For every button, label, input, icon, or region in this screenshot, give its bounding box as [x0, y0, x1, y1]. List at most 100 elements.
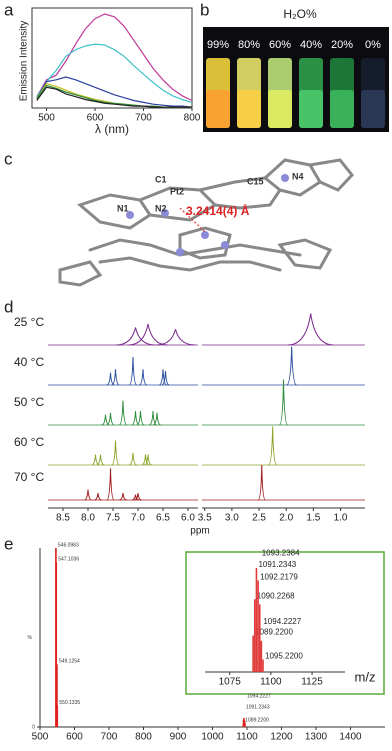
y-tick-label: 0 [32, 724, 35, 730]
peak-label: 546.0983 [58, 542, 79, 548]
atom-label: C1 [155, 174, 167, 184]
x-tick-label: 1400 [339, 732, 362, 743]
peak-label: 1092.2179 [260, 573, 298, 582]
vial-glow [299, 90, 323, 128]
atom-label: C15 [247, 176, 264, 186]
photo-label: 20% [331, 39, 353, 51]
x-tick-label: 3.5 [198, 513, 212, 524]
x-tick-label: 1100 [260, 677, 282, 688]
x-tick-label: 900 [170, 732, 187, 743]
peak [128, 323, 168, 346]
peak [111, 369, 120, 386]
photo-background [203, 27, 389, 132]
x-tick-label: 1300 [305, 732, 328, 743]
trace-label: 60 °C [14, 435, 44, 449]
atom-label: N4 [292, 171, 304, 181]
peak-label: 549.1254 [59, 659, 80, 665]
peak [106, 468, 115, 501]
trace-label: 25 °C [14, 315, 44, 329]
x-tick-label: 600 [87, 113, 104, 124]
peak [111, 440, 120, 466]
x-tick-label: 1125 [301, 677, 323, 688]
series-line [36, 43, 193, 103]
series-line [36, 86, 192, 108]
peak-label: 1095.2200 [265, 652, 303, 661]
peak [134, 492, 142, 501]
x-axis-label: ppm [190, 526, 209, 537]
x-tick-label: 500 [32, 732, 49, 743]
x-tick-label: 8.0 [81, 513, 95, 524]
x-axis-label: m/z [355, 669, 376, 684]
series-line [36, 76, 193, 108]
photo-title: H₂O% [283, 7, 317, 21]
atom-label: Pt2 [170, 186, 184, 196]
trace-label: 50 °C [14, 395, 44, 409]
trace-label: 70 °C [14, 470, 44, 484]
x-tick-label: 1075 [219, 677, 242, 688]
x-tick-label: 600 [66, 732, 83, 743]
x-tick-label: 700 [135, 113, 152, 124]
atom-label: N1 [117, 203, 129, 213]
peak [128, 356, 138, 386]
x-tick-label: 6.5 [156, 513, 170, 524]
vials [206, 58, 385, 128]
peak [96, 454, 105, 466]
y-axis-label: Emission Intensity [19, 21, 30, 102]
panel-label: b [200, 0, 209, 19]
photo-label: 40% [300, 39, 322, 51]
peak [136, 410, 145, 426]
peak [106, 412, 115, 426]
peak [286, 346, 297, 386]
peak-label: 1093.2384 [262, 549, 300, 558]
vial-glow [330, 90, 354, 128]
peak [139, 369, 147, 386]
peak [131, 494, 140, 501]
peak [91, 454, 100, 466]
x-tick-label: 1200 [270, 732, 293, 743]
peak-label: 1089.2200 [255, 628, 293, 637]
photo-label: 0% [365, 39, 381, 51]
peak-label: 1089.2200 [245, 718, 269, 724]
x-axis-label: λ (nm) [95, 122, 129, 136]
x-tick-label: 8.5 [56, 513, 70, 524]
panel-label: a [4, 0, 14, 19]
vial-glow [237, 90, 261, 128]
peak [155, 329, 196, 346]
peak [257, 464, 266, 501]
peak-label: 1094.2227 [263, 617, 301, 626]
x-tick-label: 800 [135, 732, 152, 743]
peak [268, 426, 278, 466]
distance-label: 3.2414(4) Å [186, 203, 250, 218]
vial-glow [268, 90, 292, 128]
peak [287, 313, 334, 346]
peak [153, 412, 161, 426]
peak [115, 327, 156, 346]
peak-label: 550.1335 [59, 700, 80, 706]
x-tick-label: 6.0 [181, 513, 195, 524]
plot-frame [31, 7, 193, 109]
peak-label: 547.1036 [58, 557, 79, 563]
peak-label: 1091.2343 [246, 704, 270, 710]
peak [84, 489, 92, 501]
peak [119, 492, 127, 501]
series-line [36, 13, 193, 102]
photo-label: 60% [269, 39, 291, 51]
vial-glow [206, 90, 230, 128]
x-tick-label: 500 [38, 113, 55, 124]
panel-label: e [4, 534, 13, 553]
inset-frame [185, 551, 385, 695]
molecule [58, 158, 354, 287]
peak [144, 454, 152, 466]
peak [129, 452, 137, 466]
x-tick-label: 1100 [236, 732, 258, 743]
x-tick-label: 700 [101, 732, 118, 743]
panel-label: c [4, 149, 13, 168]
peak-label: 1094.2227 [247, 694, 271, 700]
x-tick-label: 7.5 [106, 513, 120, 524]
x-tick-label: 2.5 [252, 513, 266, 524]
atom-label: N2 [155, 203, 167, 213]
peak [159, 369, 167, 386]
x-tick-label: 7.0 [131, 513, 145, 524]
peak [141, 454, 150, 466]
